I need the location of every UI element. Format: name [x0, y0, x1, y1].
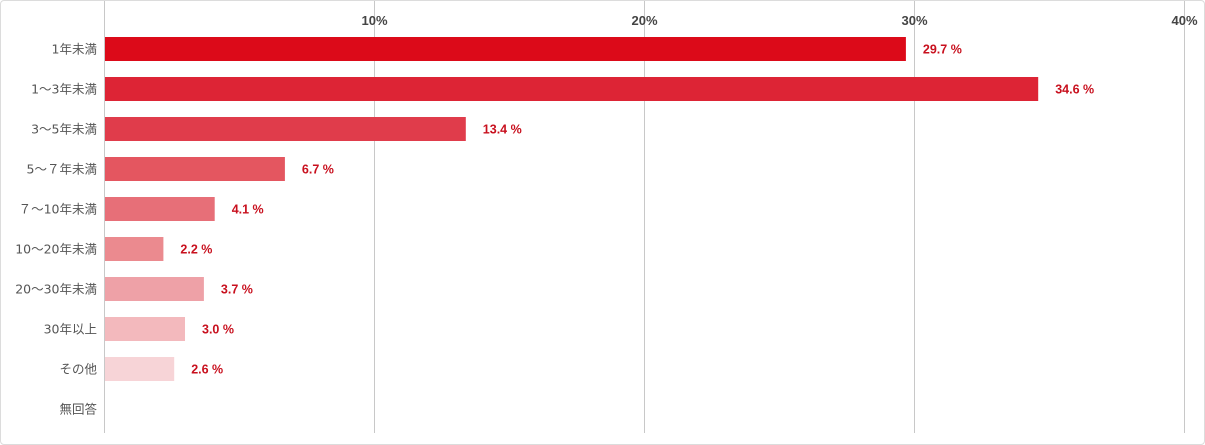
category-label: 1年未満 — [52, 42, 97, 57]
label-layer: 10% 20% 30% 40% 1年未満 29.7 % 1～3年未満 34.6 % 3～5年未満… — [15, 13, 1198, 417]
category-label: 10～20年未満 — [15, 242, 97, 257]
grid-layer — [104, 1, 1185, 433]
bar — [105, 237, 164, 261]
category-label: ７～10年未満 — [19, 202, 97, 217]
category-label: 3～5年未満 — [31, 122, 97, 137]
category-label: その他 — [59, 362, 97, 377]
x-tick-label: 40% — [1171, 13, 1197, 28]
bar — [105, 277, 204, 301]
data-label: 2.6 % — [191, 363, 223, 377]
x-tick-label: 20% — [631, 13, 657, 28]
data-label: 3.7 % — [221, 283, 253, 297]
data-label: 3.0 % — [202, 323, 234, 337]
data-label: 6.7 % — [302, 163, 334, 177]
bar — [105, 77, 1039, 101]
category-label: 20～30年未満 — [15, 282, 97, 297]
x-tick-label: 10% — [361, 13, 387, 28]
data-label: 29.7 % — [923, 43, 962, 57]
bar — [105, 157, 285, 181]
category-label: 5～７年未満 — [27, 162, 97, 177]
data-label: 13.4 % — [483, 123, 522, 137]
data-label: 34.6 % — [1055, 83, 1094, 97]
category-label: 無回答 — [59, 402, 97, 417]
category-label: 30年以上 — [44, 322, 97, 337]
bar — [105, 317, 185, 341]
data-label: 4.1 % — [232, 203, 264, 217]
bar — [105, 117, 466, 141]
bar — [105, 197, 215, 221]
bar — [105, 37, 906, 61]
data-label: 2.2 % — [180, 243, 212, 257]
category-label: 1～3年未満 — [31, 82, 97, 97]
x-tick-label: 30% — [901, 13, 927, 28]
bar — [105, 357, 175, 381]
bar-layer — [105, 37, 1039, 381]
